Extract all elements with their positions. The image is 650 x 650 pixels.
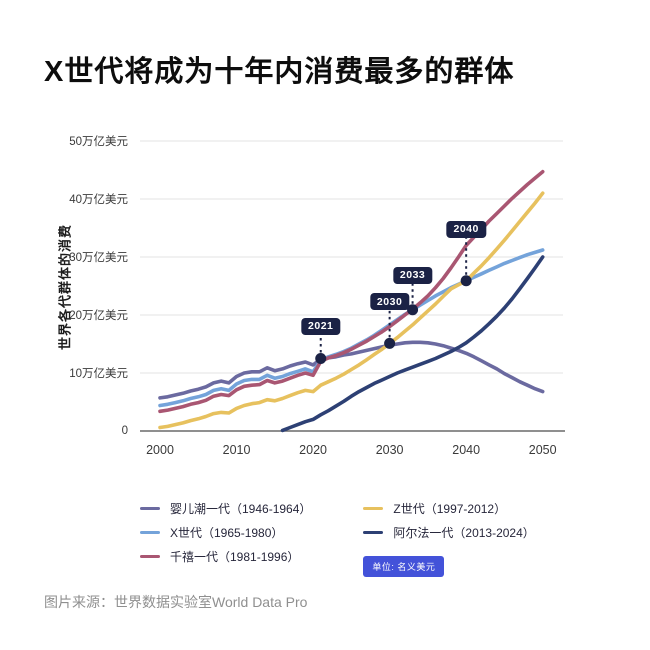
annotation-dot [407,304,419,316]
legend-column-left: 婴儿潮一代（1946-1964） X世代（1965-1980） 千禧一代（1981-… [140,500,311,577]
y-axis-title: 世界各代群体的消费 [57,223,73,351]
annotation-year-label: 2021 [301,317,341,335]
annotation-dot [384,337,396,349]
legend-label: 阿尔法一代（2013-2024） [393,526,535,540]
legend-swatch-icon [140,506,160,511]
series-line-婴儿潮一代 [158,340,545,400]
legend-label: Z世代（1997-2012） [393,502,507,516]
legend-item-阿尔法一代: 阿尔法一代（2013-2024） [363,524,535,541]
series-line-千禧一代 [158,169,545,414]
annotation-dot [315,353,327,364]
image-source-credit: 图片来源：世界数据实验室World Data Pro [44,594,308,610]
chart-legend: 婴儿潮一代（1946-1964） X世代（1965-1980） 千禧一代（1981-… [140,500,535,577]
y-axis-tick-label: 30万亿美元 [69,252,128,264]
annotation-year-label: 2030 [369,293,410,311]
legend-item-Z世代: Z世代（1997-2012） [363,500,534,517]
y-axis-tick-label: 50万亿美元 [69,136,128,148]
x-axis-tick-label: 2020 [299,443,327,457]
legend-swatch-icon [140,554,160,559]
x-axis-tick-label: 2030 [375,443,404,457]
x-axis-tick-label: 2040 [452,443,481,457]
series-line-阿尔法一代 [280,255,545,433]
legend-swatch-icon [363,506,384,511]
x-axis-tick-label: 2010 [222,443,251,457]
legend-item-婴儿潮一代: 婴儿潮一代（1946-1964） [140,500,311,517]
legend-swatch-icon [140,530,160,535]
y-axis-tick-label: 10万亿美元 [69,368,128,380]
x-axis-tick-label: 2050 [528,443,557,457]
legend-label: 千禧一代（1981-1996） [170,550,300,564]
series-line-Z世代 [158,191,545,430]
chart-title: X世代将成为十年内消费最多的群体 [44,56,515,88]
legend-label: 婴儿潮一代（1946-1964） [170,502,312,516]
y-axis-tick-label: 40万亿美元 [69,194,128,206]
legend-item-千禧一代: 千禧一代（1981-1996） [140,548,311,565]
y-axis-tick-label: 0 [121,425,128,437]
annotation-year-label: 2033 [392,266,433,284]
annotation-year-label: 2040 [446,220,486,238]
legend-item-X世代: X世代（1965-1980） [140,524,311,541]
legend-column-right: Z世代（1997-2012） 阿尔法一代（2013-2024） 单位: 名义美元 [363,500,535,577]
y-axis-tick-label: 20万亿美元 [69,310,128,322]
unit-badge: 单位: 名义美元 [363,556,445,577]
legend-label: X世代（1965-1980） [170,526,284,540]
x-axis-tick-label: 2000 [146,443,174,457]
annotation-dot [460,275,472,287]
legend-swatch-icon [363,530,384,535]
